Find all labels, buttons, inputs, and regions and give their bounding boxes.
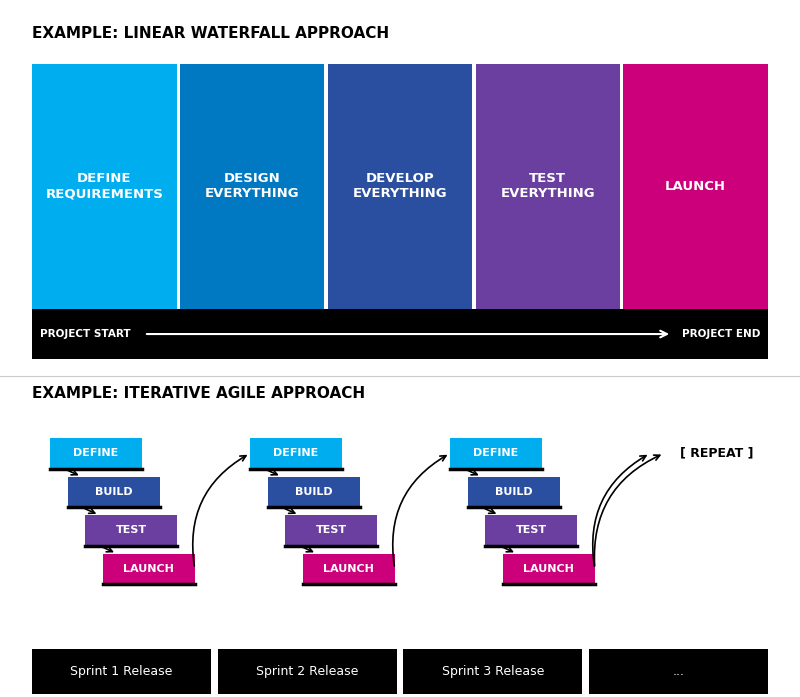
Text: PROJECT END: PROJECT END xyxy=(682,329,760,339)
Text: LAUNCH: LAUNCH xyxy=(665,180,726,193)
FancyBboxPatch shape xyxy=(50,438,142,468)
FancyBboxPatch shape xyxy=(67,477,160,507)
FancyBboxPatch shape xyxy=(623,64,768,309)
FancyBboxPatch shape xyxy=(503,553,595,584)
Text: Sprint 2 Release: Sprint 2 Release xyxy=(256,665,358,678)
FancyBboxPatch shape xyxy=(475,64,620,309)
FancyBboxPatch shape xyxy=(285,515,378,546)
FancyBboxPatch shape xyxy=(85,515,178,546)
Text: DEFINE
REQUIREMENTS: DEFINE REQUIREMENTS xyxy=(46,172,163,200)
Text: EXAMPLE: LINEAR WATERFALL APPROACH: EXAMPLE: LINEAR WATERFALL APPROACH xyxy=(32,26,389,41)
Text: PROJECT START: PROJECT START xyxy=(40,329,130,339)
Text: LAUNCH: LAUNCH xyxy=(123,564,174,574)
FancyBboxPatch shape xyxy=(450,438,542,468)
Text: Sprint 1 Release: Sprint 1 Release xyxy=(70,665,173,678)
FancyBboxPatch shape xyxy=(102,553,195,584)
Text: LAUNCH: LAUNCH xyxy=(523,564,574,574)
Text: DEVELOP
EVERYTHING: DEVELOP EVERYTHING xyxy=(353,172,447,200)
FancyBboxPatch shape xyxy=(180,64,325,309)
FancyBboxPatch shape xyxy=(589,649,768,694)
FancyBboxPatch shape xyxy=(32,649,211,694)
Text: DEFINE: DEFINE xyxy=(74,448,118,459)
Text: [ REPEAT ]: [ REPEAT ] xyxy=(680,447,754,460)
Text: BUILD: BUILD xyxy=(294,487,333,497)
Text: DEFINE: DEFINE xyxy=(474,448,518,459)
Text: LAUNCH: LAUNCH xyxy=(323,564,374,574)
FancyBboxPatch shape xyxy=(302,553,395,584)
FancyBboxPatch shape xyxy=(250,438,342,468)
FancyBboxPatch shape xyxy=(328,64,472,309)
Text: BUILD: BUILD xyxy=(94,487,133,497)
FancyBboxPatch shape xyxy=(467,477,560,507)
FancyBboxPatch shape xyxy=(485,515,578,546)
Text: DESIGN
EVERYTHING: DESIGN EVERYTHING xyxy=(205,172,299,200)
FancyBboxPatch shape xyxy=(218,649,397,694)
Text: Sprint 3 Release: Sprint 3 Release xyxy=(442,665,544,678)
FancyBboxPatch shape xyxy=(32,309,768,360)
Text: EXAMPLE: ITERATIVE AGILE APPROACH: EXAMPLE: ITERATIVE AGILE APPROACH xyxy=(32,386,365,401)
Text: TEST: TEST xyxy=(316,526,346,535)
FancyBboxPatch shape xyxy=(32,64,177,309)
Text: BUILD: BUILD xyxy=(494,487,533,497)
FancyBboxPatch shape xyxy=(267,477,360,507)
Text: ...: ... xyxy=(672,665,685,678)
Text: DEFINE: DEFINE xyxy=(274,448,318,459)
Text: TEST
EVERYTHING: TEST EVERYTHING xyxy=(501,172,595,200)
Text: TEST: TEST xyxy=(116,526,146,535)
Text: TEST: TEST xyxy=(516,526,546,535)
FancyBboxPatch shape xyxy=(403,649,582,694)
